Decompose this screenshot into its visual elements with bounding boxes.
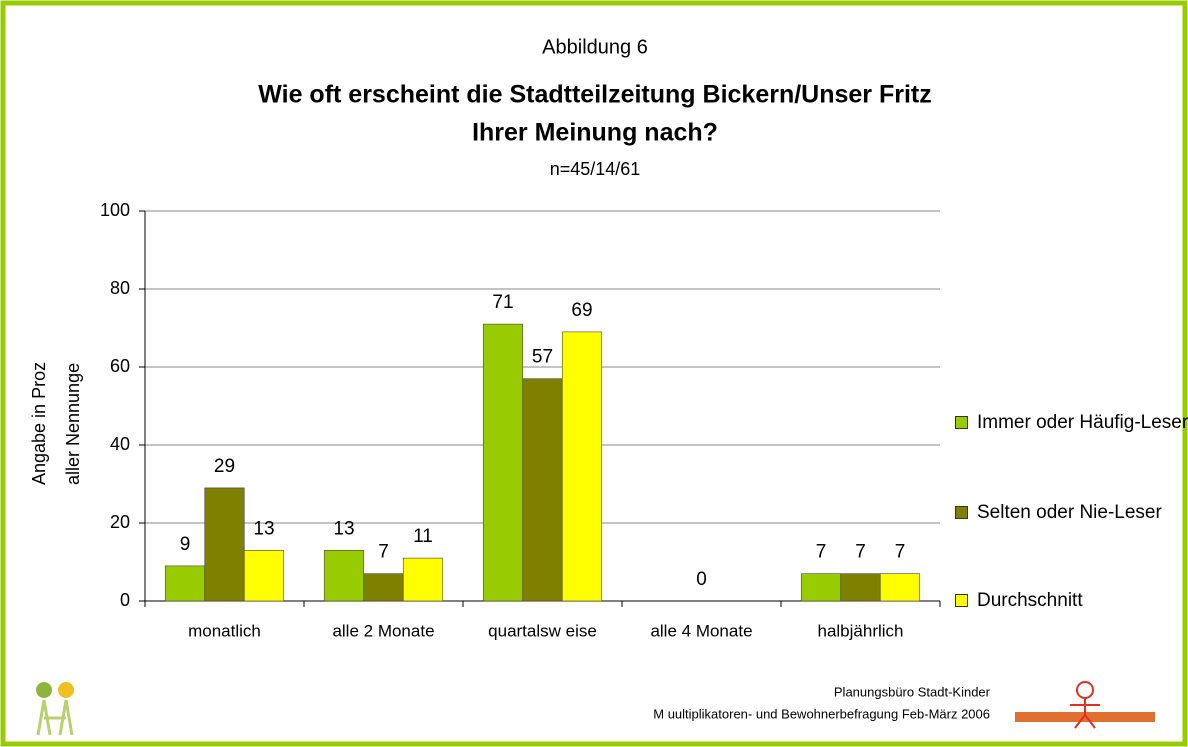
legend-label: Selten oder Nie-Leser xyxy=(977,502,1162,523)
data-label: 13 xyxy=(333,518,354,539)
x-tick-label: alle 2 Monate xyxy=(332,621,434,640)
subtitle: n=45/14/61 xyxy=(550,159,641,179)
legend-label: Immer oder Häufig-Leser xyxy=(977,412,1188,433)
bar xyxy=(879,573,921,602)
data-label: 7 xyxy=(816,542,827,563)
data-label: 7 xyxy=(895,542,906,563)
bar xyxy=(204,487,245,602)
logo-right xyxy=(1015,681,1155,729)
data-label: 13 xyxy=(253,518,274,539)
legend-item: Immer oder Häufig-Leser xyxy=(955,410,1188,436)
bar xyxy=(522,378,563,602)
legend-item: Durchschnitt xyxy=(955,588,1188,614)
legend-swatch xyxy=(955,416,968,429)
bar xyxy=(363,573,404,602)
y-tick-label: 40 xyxy=(110,434,130,454)
chart-title: Wie oft erscheint die Stadtteilzeitung B… xyxy=(258,81,932,109)
data-label: 57 xyxy=(532,347,553,368)
y-tick-label: 0 xyxy=(120,590,130,610)
caption: Abbildung 6 xyxy=(542,36,648,58)
y-axis-title: aller Nennunge xyxy=(63,363,83,485)
x-tick-label: halbjährlich xyxy=(818,621,904,640)
bar xyxy=(243,549,285,602)
data-label: 29 xyxy=(214,456,235,477)
data-label: 7 xyxy=(855,542,866,563)
legend-swatch xyxy=(955,506,968,519)
bar xyxy=(482,323,524,602)
bar xyxy=(800,573,842,602)
bar xyxy=(840,573,881,602)
bar xyxy=(164,565,206,602)
bar xyxy=(323,549,365,602)
legend-swatch xyxy=(955,594,968,607)
y-tick-label: 20 xyxy=(110,512,130,532)
data-label: 0 xyxy=(696,569,707,590)
data-label: 7 xyxy=(378,542,389,563)
chart-title: Ihrer Meinung nach? xyxy=(472,119,718,147)
footer: Planungsbüro Stadt-Kinder xyxy=(834,684,991,699)
logo-left xyxy=(36,682,74,736)
data-label: 71 xyxy=(492,292,513,313)
legend-label: Durchschnitt xyxy=(977,590,1083,611)
y-axis-title: Angabe in Proz xyxy=(29,362,49,485)
y-tick-label: 60 xyxy=(110,356,130,376)
x-tick-label: quartalsw eise xyxy=(488,621,597,640)
x-tick-label: alle 4 Monate xyxy=(650,621,752,640)
data-label: 69 xyxy=(571,300,592,321)
bar xyxy=(402,557,444,602)
footer: M uultiplikatoren- und Bewohnerbefragung… xyxy=(653,706,990,721)
data-label: 11 xyxy=(413,526,433,547)
x-tick-label: monatlich xyxy=(188,621,261,640)
legend-item: Selten oder Nie-Leser xyxy=(955,500,1188,526)
y-tick-label: 80 xyxy=(110,278,130,298)
bar xyxy=(561,331,603,602)
y-tick-label: 100 xyxy=(100,200,130,220)
data-label: 9 xyxy=(180,534,191,555)
